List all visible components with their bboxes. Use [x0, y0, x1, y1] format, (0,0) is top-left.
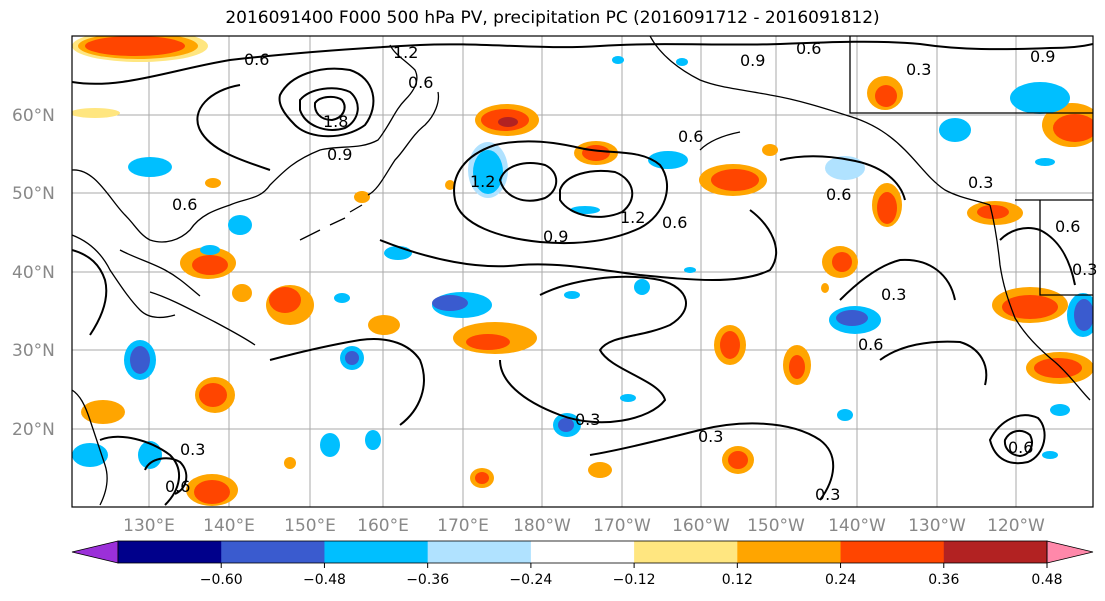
contour-label: 0.6	[826, 185, 851, 204]
lon-label: 150°W	[747, 516, 805, 536]
contour-label: 0.3	[698, 427, 723, 446]
colorbar-tick-label: −0.48	[303, 572, 346, 588]
chart-title: 2016091400 F000 500 hPa PV, precipitatio…	[225, 8, 880, 28]
contour-label: 0.6	[408, 73, 433, 92]
contour-label: 0.9	[740, 51, 765, 70]
contour-label: 0.6	[165, 477, 190, 496]
colorbar-frame	[117, 540, 1048, 564]
contour-label: 0.3	[1072, 260, 1097, 279]
longitude-labels: 130°E 140°E 150°E 160°E 170°E 180°W 170°…	[123, 516, 1045, 536]
contour-label: 1.2	[620, 208, 645, 227]
contour-label: 0.9	[543, 227, 568, 246]
lon-label: 140°E	[203, 516, 255, 536]
colorbar-segment	[221, 541, 325, 563]
colorbar-tick-label: −0.12	[613, 572, 656, 588]
lat-label: 40°N	[12, 263, 55, 283]
map-frame	[71, 35, 1094, 508]
contour-label: 0.6	[662, 213, 687, 232]
contour-label: 0.3	[906, 60, 931, 79]
contour-label: 0.6	[858, 335, 883, 354]
lon-label: 160°E	[357, 516, 409, 536]
contour-label: 1.8	[323, 112, 348, 131]
colorbar-tick-label: −0.24	[509, 572, 552, 588]
coastlines	[72, 36, 1093, 506]
contour-label: 0.9	[327, 145, 352, 164]
contour-label: 0.9	[1030, 47, 1055, 66]
contour-label: 0.3	[881, 285, 906, 304]
colorbar-tick-label: 0.24	[825, 572, 856, 588]
lon-label: 130°W	[908, 516, 966, 536]
contour-label: 0.6	[678, 127, 703, 146]
colorbar-extend-min	[71, 540, 119, 564]
latitude-labels: 60°N 50°N 40°N 30°N 20°N	[12, 106, 55, 440]
lat-label: 60°N	[12, 106, 55, 126]
lon-label: 130°E	[123, 516, 175, 536]
contour-label: 1.2	[393, 43, 418, 62]
colorbar-tick-label: 0.12	[722, 572, 753, 588]
contour-label: 0.3	[815, 485, 840, 504]
lon-label: 140°W	[828, 516, 886, 536]
lon-label: 170°W	[593, 516, 651, 536]
colorbar-segment	[530, 541, 635, 563]
colorbar-segment	[943, 541, 1048, 563]
lat-label: 50°N	[12, 184, 55, 204]
pv-contours	[72, 40, 1093, 506]
colorbar-tick-label: −0.60	[200, 572, 243, 588]
colorbar-extend-max	[1046, 540, 1094, 564]
lat-label: 30°N	[12, 341, 55, 361]
pv-contour-labels: 0.6 1.2 0.6 0.9 0.6 0.3 0.9 0.6 1.8 0.9 …	[165, 39, 1097, 504]
contour-label: 0.3	[575, 410, 600, 429]
lon-label: 170°E	[437, 516, 489, 536]
colorbar-segment	[324, 541, 429, 563]
contour-label: 0.3	[180, 440, 205, 459]
colorbar-tick-label: 0.48	[1031, 572, 1062, 588]
contour-label: 0.6	[1008, 438, 1033, 457]
lon-label: 180°W	[513, 516, 571, 536]
colorbar-segment	[737, 541, 842, 563]
colorbar-tick-label: −0.36	[406, 572, 449, 588]
colorbar: −0.60 −0.48 −0.36 −0.24 −0.12 0.12 0.24 0.36 0.4…	[71, 540, 1094, 588]
precip-anomaly-fill	[72, 36, 1093, 506]
contour-label: 0.6	[172, 195, 197, 214]
colorbar-segment	[427, 541, 532, 563]
contour-label: 0.6	[244, 50, 269, 69]
lat-label: 20°N	[12, 420, 55, 440]
graticule	[72, 36, 1093, 507]
contour-label: 0.3	[968, 173, 993, 192]
colorbar-tick-label: 0.36	[928, 572, 959, 588]
colorbar-segment	[840, 541, 945, 563]
lon-label: 150°E	[284, 516, 336, 536]
contour-label: 0.6	[796, 39, 821, 58]
lon-label: 160°W	[672, 516, 730, 536]
contour-label: 0.6	[1055, 217, 1080, 236]
colorbar-segment	[634, 541, 738, 563]
lon-label: 120°W	[987, 516, 1045, 536]
contour-label: 1.2	[470, 172, 495, 191]
colorbar-segment	[118, 541, 222, 563]
